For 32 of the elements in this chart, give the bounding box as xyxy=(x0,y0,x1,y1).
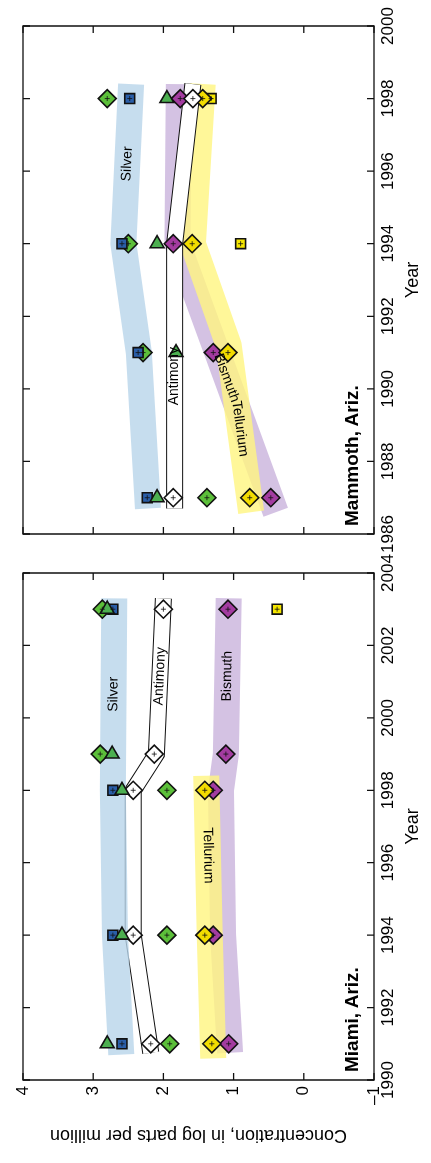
text: Mammoth, Ariz. xyxy=(340,385,362,526)
x-tick-label: 1 xyxy=(223,1086,243,1096)
text: Miami, Ariz. xyxy=(340,967,362,1072)
y-tick-label: 2000 xyxy=(378,698,398,737)
y-tick-label: 1996 xyxy=(378,843,398,882)
x-tick-label: 0 xyxy=(293,1086,313,1096)
x-tick-label: 4 xyxy=(12,1086,32,1096)
y-tick-label: 2000 xyxy=(378,7,398,45)
text: Silver xyxy=(104,676,121,712)
text: Antimony xyxy=(149,646,169,706)
y-tick-label: 1998 xyxy=(378,771,398,810)
y-axis-title: Year xyxy=(401,261,422,299)
y-tick-label: 1992 xyxy=(378,988,398,1027)
x-tick-label: 2 xyxy=(153,1086,173,1096)
y-tick-label: 1994 xyxy=(378,916,398,955)
text: Tellurium xyxy=(200,827,218,884)
x-tick-label: 3 xyxy=(82,1086,102,1096)
y-tick-label: 1998 xyxy=(378,79,398,118)
text: Bismuth xyxy=(217,650,235,702)
y-tick-label: 1986 xyxy=(378,515,398,553)
text: Silver xyxy=(117,145,135,182)
y-tick-label: 1990 xyxy=(378,1061,398,1099)
y-tick-label: 1988 xyxy=(378,442,398,481)
y-tick-label: 1994 xyxy=(378,224,398,263)
y-axis-title: Year xyxy=(401,808,422,845)
x-axis-title: Concentration, in log parts per million xyxy=(49,1126,348,1147)
text: Antimony xyxy=(165,346,182,406)
y-tick-label: 1996 xyxy=(378,152,398,191)
y-tick-label: 2002 xyxy=(378,626,398,665)
y-tick-label: 1992 xyxy=(378,297,398,336)
y-tick-label: 2004 xyxy=(378,554,398,592)
y-tick-label: 1990 xyxy=(378,369,398,408)
